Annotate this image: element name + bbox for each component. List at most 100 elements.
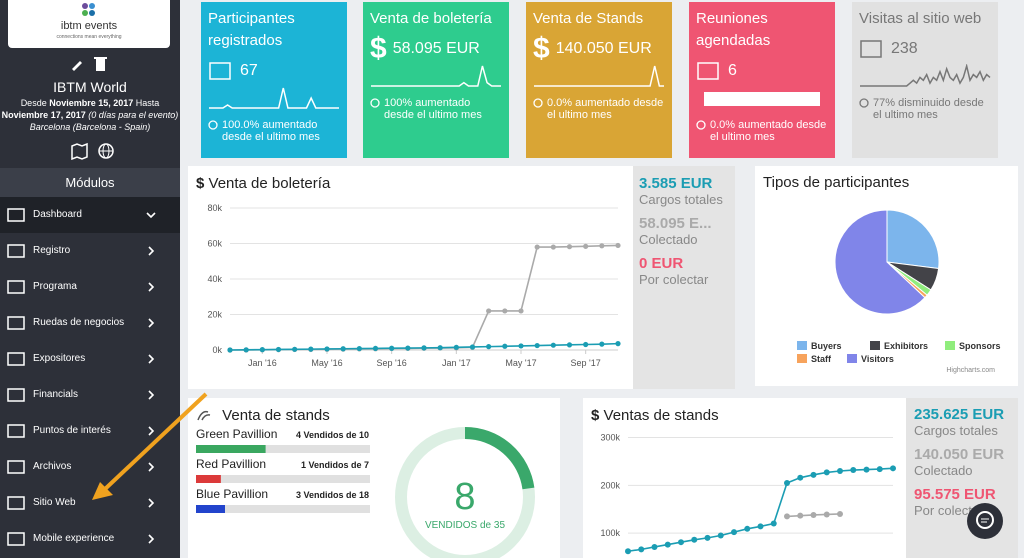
stat-label: Cargos totales xyxy=(914,423,998,438)
card-icon xyxy=(697,62,719,80)
event-dates: Desde Noviembre 15, 2017 Hasta Noviembre… xyxy=(0,97,180,133)
point xyxy=(744,525,751,532)
point xyxy=(810,471,817,478)
point xyxy=(469,344,476,350)
change-text: 0.0% aumentado desde el ultimo mes xyxy=(710,119,827,143)
chevron-shape xyxy=(148,318,155,328)
menu-icon xyxy=(7,244,25,258)
card-value-row: 6 xyxy=(696,56,828,86)
pavilion-bar xyxy=(196,475,221,483)
summary-card: Participantes registrados 67 100.0% aument… xyxy=(201,2,347,158)
menu-item[interactable]: Expositores xyxy=(0,341,180,377)
point xyxy=(356,345,362,352)
chevron-shape xyxy=(148,246,155,256)
stat-label: Por colectar xyxy=(639,272,709,287)
chevron-shape xyxy=(148,390,155,400)
menu-label: Programa xyxy=(33,281,77,292)
point xyxy=(453,344,459,350)
sidebar: ibtm events connections mean everything … xyxy=(0,0,180,558)
y-tick-label: 200k xyxy=(600,480,620,490)
y-tick-label: 80k xyxy=(207,203,222,213)
legend-swatch xyxy=(847,354,857,363)
y-tick-label: 60k xyxy=(207,239,222,249)
menu-item[interactable]: Puntos de interés xyxy=(0,413,180,449)
menu-item[interactable]: Archivos xyxy=(0,449,180,485)
y-tick-label: 20k xyxy=(207,310,222,320)
point xyxy=(421,345,427,351)
menu-item[interactable]: Dashboard xyxy=(0,197,180,233)
menu-label: Dashboard xyxy=(33,209,82,220)
chevron-shape xyxy=(148,498,155,508)
card-value-row: 238 xyxy=(859,34,991,64)
point xyxy=(324,346,330,352)
point xyxy=(340,346,346,352)
point xyxy=(797,512,804,519)
currency-icon: $ xyxy=(370,32,387,65)
note: (0 días para el evento) xyxy=(88,110,179,120)
menu-item[interactable]: Registro xyxy=(0,233,180,269)
point xyxy=(583,341,589,348)
icon-shape xyxy=(7,244,25,258)
point xyxy=(550,342,556,348)
modules-header: Módulos xyxy=(0,168,180,197)
logo-box: ibtm events connections mean everything xyxy=(8,0,170,48)
icon-shape xyxy=(7,496,25,510)
ticket-stats: 3.585 EUR Cargos totales 58.095 E... Colect… xyxy=(633,166,735,389)
stat-label: Colectado xyxy=(914,463,973,478)
menu-label: Puntos de interés xyxy=(33,425,111,436)
map-globe-icons[interactable] xyxy=(70,142,116,160)
chevron xyxy=(148,534,155,544)
chat-button[interactable] xyxy=(966,502,1004,540)
menu-item[interactable]: Sitio Web xyxy=(0,485,180,521)
menu-item[interactable]: Programa xyxy=(0,269,180,305)
stat-label: Por colectar xyxy=(914,503,984,518)
menu-icon xyxy=(7,352,25,366)
y-tick-label: 300k xyxy=(600,433,620,443)
sparkline xyxy=(704,92,820,106)
point xyxy=(784,479,790,486)
icon-shape xyxy=(7,316,25,330)
point xyxy=(678,539,684,546)
point xyxy=(518,343,524,349)
chevron xyxy=(148,390,155,400)
edit-delete-icons[interactable] xyxy=(70,56,110,72)
point xyxy=(599,243,605,249)
stat-value: 3.585 EUR xyxy=(639,175,713,192)
pavilion-name: Blue Pavillion xyxy=(196,487,268,501)
point xyxy=(486,344,492,350)
card-value: 140.050 EUR xyxy=(555,40,652,57)
stand-sales-stats: 235.625 EUR Cargos totales 140.050 EUR Cole… xyxy=(906,398,1018,558)
point xyxy=(731,529,737,536)
chevron xyxy=(148,498,155,508)
gauge-arc xyxy=(464,427,535,490)
card-title: Visitas al sitio web xyxy=(859,10,982,27)
menu-label: Financials xyxy=(33,389,79,400)
card-change: 100.0% aumentado desde el ultimo mes xyxy=(208,119,340,143)
menu-icon xyxy=(7,208,25,222)
panel-title: Tipos de participantes xyxy=(763,174,910,191)
text: Desde xyxy=(20,98,47,108)
menu-item[interactable]: Ruedas de negocios xyxy=(0,305,180,341)
series-line xyxy=(230,244,619,351)
point xyxy=(615,341,621,347)
point xyxy=(863,466,870,473)
chevron xyxy=(148,246,155,256)
menu-item[interactable]: Mobile experience xyxy=(0,521,180,557)
menu-item[interactable]: Financials xyxy=(0,377,180,413)
panel-title: $ Ventas de stands xyxy=(591,407,719,424)
point xyxy=(651,543,658,550)
icon-shape xyxy=(7,352,25,366)
y-tick-label: 40k xyxy=(207,274,222,284)
point xyxy=(615,242,621,249)
chevron-shape xyxy=(148,534,155,544)
logo-mark xyxy=(82,3,95,16)
point xyxy=(405,345,411,351)
x-tick-label: Sep '17 xyxy=(571,358,601,368)
card-change: 0.0% aumentado desde el ultimo mes xyxy=(696,119,828,143)
chevron-shape xyxy=(148,426,155,436)
chevron xyxy=(148,318,155,328)
chevron-shape xyxy=(148,354,155,364)
pie-chart: Buyers Exhibitors Sponsors Staff Visitors Hig… xyxy=(797,209,1001,374)
card-value-row: $140.050 EUR xyxy=(533,32,665,65)
gauge-value: 8 xyxy=(454,476,475,518)
